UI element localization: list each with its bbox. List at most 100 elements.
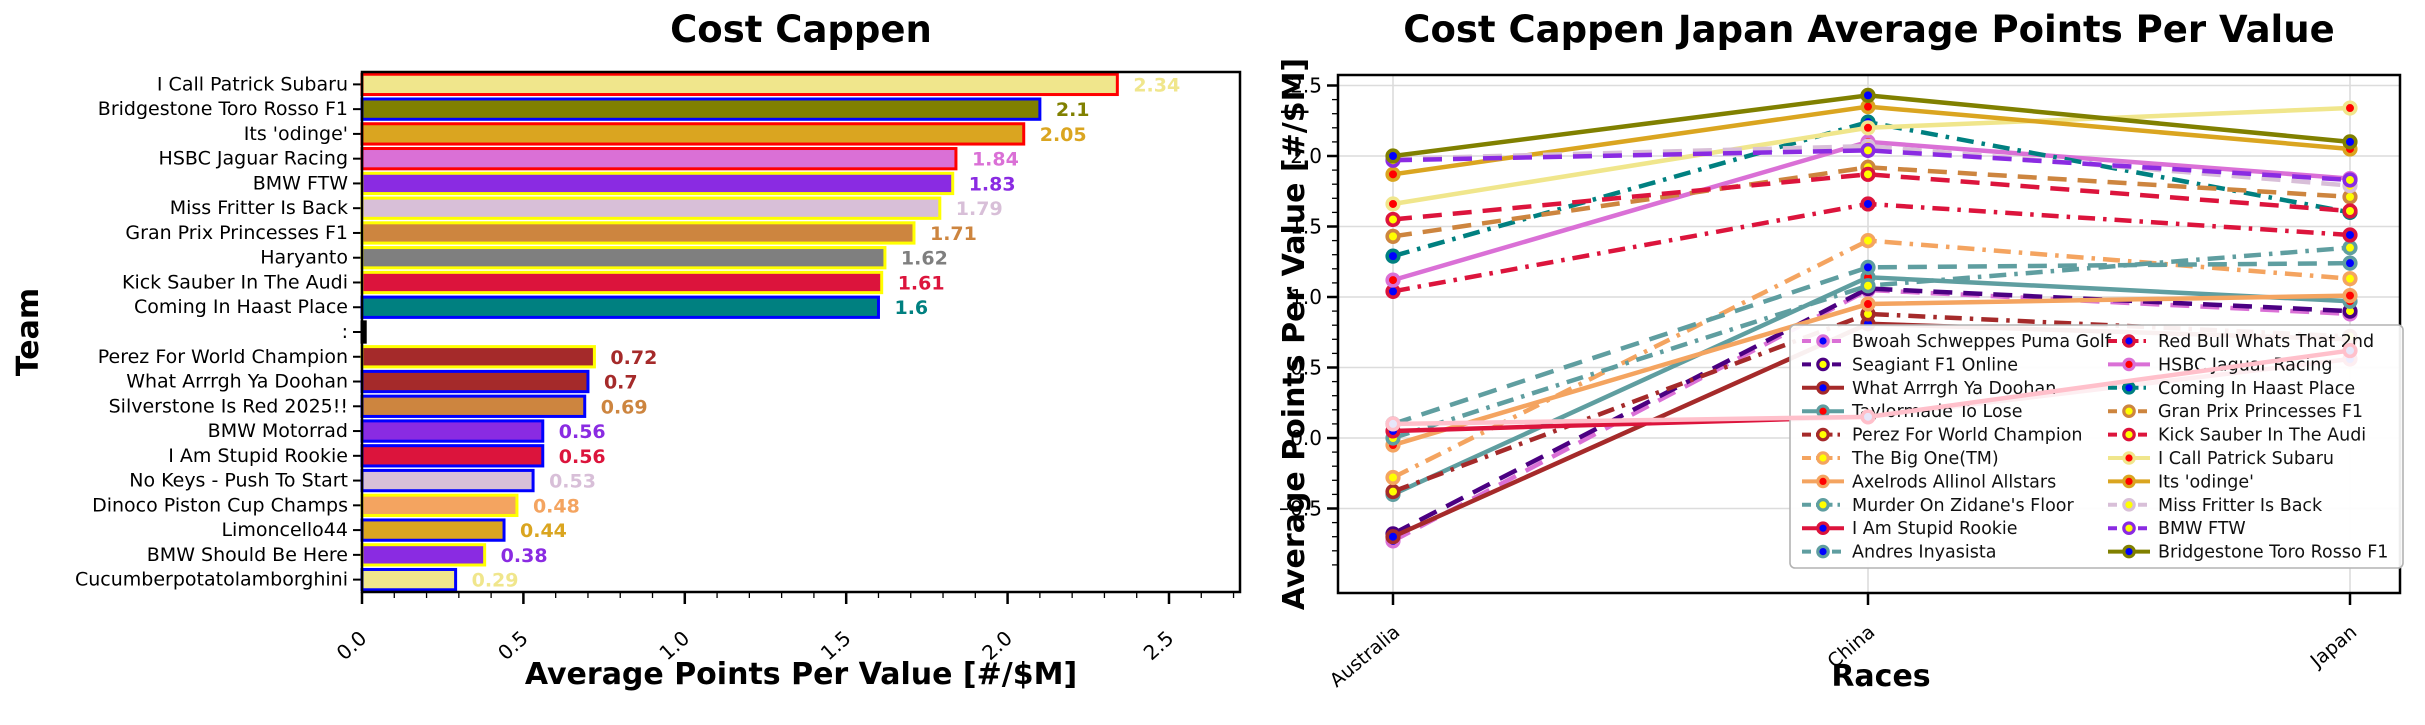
x-category-label: Australia: [1326, 621, 1405, 692]
bar-value-label: 0.56: [559, 421, 606, 443]
bar-row: No Keys - Push To Start 0.53: [129, 468, 596, 493]
y-tick-label: 2.5: [1290, 74, 1322, 98]
team-tick-label: HSBC Jaguar Racing: [159, 148, 348, 170]
legend-item: Coming In Haast Place: [2108, 379, 2355, 399]
bar-row: Its 'odinge' 2.05: [244, 122, 1087, 146]
legend-item-label: Perez For World Champion: [1852, 426, 2083, 446]
bar-row: Miss Fritter Is Back 1.79: [170, 196, 1003, 220]
bar-value-label: 0.48: [533, 495, 580, 517]
series-marker: [1385, 211, 1401, 228]
bar: [360, 147, 958, 171]
bar-row: Dinoco Piston Cup Champs 0.48: [92, 493, 580, 517]
bar-value-label: 0.38: [501, 545, 548, 567]
team-tick-label: What Arrrgh Ya Doohan: [126, 371, 348, 393]
series-line: [1392, 260, 2351, 427]
x-axis-label: Races: [1831, 659, 1930, 694]
bar-value-label: 0.69: [601, 396, 648, 418]
legend-sample-marker: [2122, 497, 2136, 512]
bar-row: I Am Stupid Rookie 0.56: [168, 444, 606, 468]
team-tick-label: Dinoco Piston Cup Champs: [92, 494, 348, 516]
bar: [360, 419, 545, 443]
series-marker: [2342, 255, 2358, 271]
legend-sample-marker: [2122, 334, 2136, 348]
bar-row: Gran Prix Princesses F1 1.71: [125, 221, 977, 245]
bar: [360, 122, 1026, 146]
team-tick-label: Limoncello44: [221, 519, 348, 541]
series-marker: [2342, 271, 2358, 287]
legend-item-label: What Arrrgh Ya Doohan: [1852, 379, 2056, 399]
series-marker: [1385, 272, 1401, 288]
legend-sample-marker: [1816, 451, 1830, 465]
x-tick-label: 2.5: [1139, 626, 1179, 665]
bar: [360, 394, 587, 418]
legend-item: Kick Sauber In The Audi: [2108, 426, 2366, 446]
bar-row: Haryanto 1.62: [260, 246, 948, 270]
legend-item: Its 'odinge': [2108, 472, 2254, 492]
bar-row: BMW FTW 1.83: [253, 171, 1016, 195]
team-tick-label: Silverstone Is Red 2025!!: [109, 395, 348, 417]
series-group: [1385, 196, 2358, 299]
team-tick-label: Perez For World Champion: [98, 346, 348, 368]
series-marker: [2342, 287, 2358, 304]
legend-item: Gran Prix Princesses F1: [2108, 402, 2363, 422]
series-marker: [1860, 142, 1876, 158]
bar-value-label: 1.62: [901, 248, 948, 270]
series-marker: [1860, 87, 1876, 103]
bar-row: Bridgestone Toro Rosso F1 2.1: [98, 97, 1090, 121]
legend-item: Perez For World Champion: [1802, 426, 2083, 446]
legend-sample-marker: [1816, 474, 1830, 489]
bar-value-label: 2.34: [1133, 74, 1180, 96]
legend-item-label: Seagiant F1 Online: [1852, 355, 2018, 375]
legend-item: Bwoah Schweppes Puma Golf: [1802, 332, 2112, 352]
legend-item: Red Bull Whats That 2nd: [2108, 332, 2374, 352]
team-tick-label: No Keys - Push To Start: [129, 470, 348, 492]
series-marker: [2342, 227, 2358, 243]
plot-box: [360, 70, 1242, 594]
bar-value-label: 0.53: [549, 471, 596, 493]
legend-item-label: Miss Fritter Is Back: [2158, 496, 2323, 516]
bar-value-label: 0.44: [520, 520, 567, 542]
legend-item-label: Andres Inyasista: [1852, 543, 1996, 563]
series-marker: [2342, 172, 2358, 188]
series-line: [1392, 143, 2351, 188]
y-tick-label: 1.5: [1290, 215, 1322, 239]
y-tick-label: −0.5: [1280, 497, 1322, 521]
series-marker: [1385, 148, 1401, 164]
series-marker: [1860, 233, 1876, 249]
bar: [360, 468, 535, 493]
series-marker: [1385, 529, 1401, 545]
bar: [360, 518, 506, 542]
legend-item: What Arrrgh Ya Doohan: [1802, 379, 2056, 399]
legend-item: The Big One(TM): [1802, 449, 1999, 469]
legend-box: Bwoah Schweppes Puma Golf Seagiant F1 Onl…: [1789, 324, 2404, 569]
legend-item: I Am Stupid Rookie: [1802, 519, 2018, 539]
series-marker: [1385, 469, 1401, 486]
legend-frame: [1789, 324, 2404, 569]
legend-sample-marker: [1816, 380, 1830, 395]
series-marker: [2342, 134, 2358, 150]
bar-row: Perez For World Champion 0.72: [98, 345, 657, 369]
team-tick-label: Cucumberpotatolamborghini: [75, 569, 348, 591]
bar-row: What Arrrgh Ya Doohan 0.7: [126, 369, 638, 394]
bar-value-label: 2.05: [1040, 124, 1087, 146]
bar-value-label: 1.61: [898, 272, 945, 294]
bar-value-label: 1.79: [956, 198, 1003, 220]
legend-item-label: Axelrods Allinol Allstars: [1852, 472, 2056, 492]
series-marker: [1385, 196, 1401, 212]
legend-sample-marker: [2122, 404, 2136, 418]
legend-item: I Call Patrick Subaru: [2108, 449, 2334, 469]
team-tick-label: BMW FTW: [253, 172, 348, 194]
legend-item-label: Gran Prix Princesses F1: [2158, 402, 2363, 422]
bar: [360, 270, 884, 295]
series-line: [1391, 287, 2351, 543]
team-tick-label: Gran Prix Princesses F1: [125, 222, 348, 244]
legend-item-label: Coming In Haast Place: [2158, 379, 2355, 399]
team-tick-label: Miss Fritter Is Back: [170, 197, 348, 219]
legend-item: Andres Inyasista: [1802, 543, 1996, 563]
series-group: [1385, 87, 2358, 164]
y-tick-label: 0.0: [1290, 426, 1322, 450]
bar-row: Silverstone Is Red 2025!! 0.69: [109, 394, 648, 418]
bar: [360, 221, 916, 245]
series-line: [1392, 172, 2351, 222]
